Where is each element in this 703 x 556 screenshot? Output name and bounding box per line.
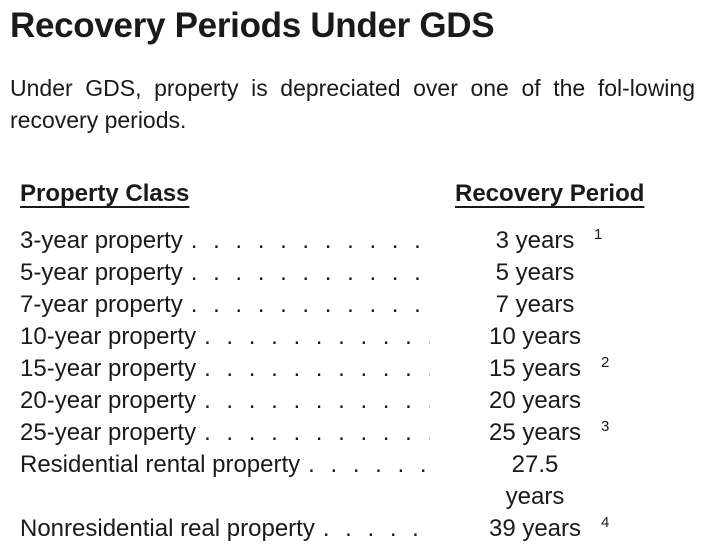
property-class-cell: 5-year property . . . . . . . . . . . . .… xyxy=(20,257,430,289)
dot-leader: . . . . . . . . . . . . . . . . . . . . … xyxy=(204,323,430,350)
recovery-period-value: 10 years xyxy=(488,323,582,350)
intro-paragraph: Under GDS, property is depreciated over … xyxy=(10,75,695,133)
dot-leader: . . . . . . . . . . . . . . . . . . . . … xyxy=(322,515,430,542)
table-row: 20-year property . . . . . . . . . . . . … xyxy=(20,385,680,417)
property-class-cell: 3-year property . . . . . . . . . . . . .… xyxy=(20,225,430,257)
dot-leader: . . . . . . . . . . . . . . . . . . . . … xyxy=(204,387,430,414)
recovery-period-cell: 25 years 3 xyxy=(460,417,610,449)
dot-leader: . . . . . . . . . . . . . . . . . . . . … xyxy=(204,419,430,446)
recovery-period-cell: 15 years 2 xyxy=(460,353,610,385)
recovery-period-value: 27.5 years xyxy=(505,451,565,510)
recovery-period-value: 5 years xyxy=(495,259,575,286)
dot-leader: . . . . . . . . . . . . . . . . . . . . … xyxy=(190,227,430,254)
property-class-label: Nonresidential real property xyxy=(20,515,315,542)
property-class-label: 25-year property xyxy=(20,419,197,446)
recovery-period-value: 7 years xyxy=(495,291,575,318)
recovery-period-cell: 5 years xyxy=(460,257,610,289)
property-class-cell: 20-year property . . . . . . . . . . . . … xyxy=(20,385,430,417)
table-row: Residential rental property . . . . . . .… xyxy=(20,449,680,513)
recovery-period-cell: 10 years xyxy=(460,321,610,353)
property-class-label: 7-year property xyxy=(20,291,183,318)
dot-leader: . . . . . . . . . . . . . . . . . . . . … xyxy=(190,259,430,286)
footnote-marker: 3 xyxy=(601,418,610,435)
table-row: 5-year property . . . . . . . . . . . . .… xyxy=(20,257,680,289)
property-class-label: 3-year property xyxy=(20,227,183,254)
property-class-label: 15-year property xyxy=(20,355,197,382)
property-class-cell: Nonresidential real property . . . . . . … xyxy=(20,513,430,545)
footnote-marker: 4 xyxy=(601,514,610,531)
recovery-period-value: 39 years xyxy=(488,515,582,542)
recovery-period-value: 3 years xyxy=(495,227,575,254)
recovery-period-value: 15 years xyxy=(488,355,582,382)
recovery-period-header: Recovery Period xyxy=(455,180,645,207)
property-class-cell: 10-year property . . . . . . . . . . . . … xyxy=(20,321,430,353)
recovery-period-value: 25 years xyxy=(488,419,582,446)
property-class-label: 10-year property xyxy=(20,323,197,350)
property-class-header: Property Class xyxy=(20,180,190,207)
table-row: 10-year property . . . . . . . . . . . . … xyxy=(20,321,680,353)
table-row: 3-year property . . . . . . . . . . . . .… xyxy=(20,225,680,257)
table-row: Nonresidential real property . . . . . . … xyxy=(20,513,680,545)
property-class-cell: Residential rental property . . . . . . .… xyxy=(20,449,430,481)
dot-leader: . . . . . . . . . . . . . . . . . . . . … xyxy=(308,451,430,478)
table-row: 7-year property . . . . . . . . . . . . .… xyxy=(20,289,680,321)
recovery-period-cell: 20 years xyxy=(460,385,610,417)
dot-leader: . . . . . . . . . . . . . . . . . . . . … xyxy=(204,355,430,382)
recovery-period-cell: 7 years xyxy=(460,289,610,321)
dot-leader: . . . . . . . . . . . . . . . . . . . . … xyxy=(190,291,430,318)
table-row: 15-year property . . . . . . . . . . . . … xyxy=(20,353,680,385)
recovery-period-table: 3-year property . . . . . . . . . . . . .… xyxy=(20,225,680,545)
property-class-label: 5-year property xyxy=(20,259,183,286)
recovery-period-value: 20 years xyxy=(488,387,582,414)
property-class-cell: 15-year property . . . . . . . . . . . . … xyxy=(20,353,430,385)
recovery-period-cell: 39 years 4 xyxy=(460,513,610,545)
recovery-period-cell: 27.5 years xyxy=(485,449,585,513)
recovery-period-cell: 3 years 1 xyxy=(460,225,610,257)
property-class-label: Residential rental property xyxy=(20,451,301,478)
footnote-marker: 1 xyxy=(594,226,603,243)
property-class-label: 20-year property xyxy=(20,387,197,414)
property-class-cell: 7-year property . . . . . . . . . . . . .… xyxy=(20,289,430,321)
footnote-marker: 2 xyxy=(601,354,610,371)
page-heading: Recovery Periods Under GDS xyxy=(10,6,495,45)
property-class-cell: 25-year property . . . . . . . . . . . . … xyxy=(20,417,430,449)
table-row: 25-year property . . . . . . . . . . . . … xyxy=(20,417,680,449)
